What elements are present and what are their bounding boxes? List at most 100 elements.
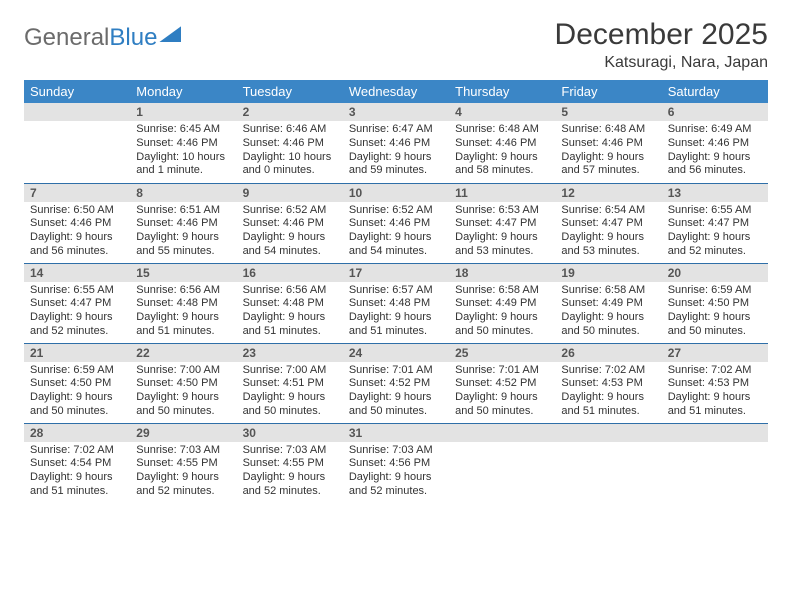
cell-body: Sunrise: 7:03 AMSunset: 4:56 PMDaylight:… xyxy=(343,442,449,503)
cell-body: Sunrise: 6:59 AMSunset: 4:50 PMDaylight:… xyxy=(662,282,768,343)
daylight-text: Daylight: 9 hours and 51 minutes. xyxy=(243,311,337,339)
calendar-cell: 9Sunrise: 6:52 AMSunset: 4:46 PMDaylight… xyxy=(237,183,343,263)
calendar-cell xyxy=(24,103,130,183)
sunset-text: Sunset: 4:49 PM xyxy=(455,297,549,311)
cell-body: Sunrise: 6:48 AMSunset: 4:46 PMDaylight:… xyxy=(449,121,555,182)
daylight-text: Daylight: 10 hours and 1 minute. xyxy=(136,151,230,179)
sunrise-text: Sunrise: 7:01 AM xyxy=(349,364,443,378)
logo-triangle-icon xyxy=(159,26,181,42)
sunrise-text: Sunrise: 6:55 AM xyxy=(30,284,124,298)
daylight-text: Daylight: 9 hours and 57 minutes. xyxy=(561,151,655,179)
cell-body: Sunrise: 6:55 AMSunset: 4:47 PMDaylight:… xyxy=(662,202,768,263)
day-number: 3 xyxy=(343,103,449,121)
day-number: 15 xyxy=(130,264,236,282)
calendar-week-row: 7Sunrise: 6:50 AMSunset: 4:46 PMDaylight… xyxy=(24,183,768,263)
cell-body: Sunrise: 6:52 AMSunset: 4:46 PMDaylight:… xyxy=(343,202,449,263)
day-number: 24 xyxy=(343,344,449,362)
sunset-text: Sunset: 4:55 PM xyxy=(136,457,230,471)
day-number: 13 xyxy=(662,184,768,202)
calendar-cell: 27Sunrise: 7:02 AMSunset: 4:53 PMDayligh… xyxy=(662,343,768,423)
sunset-text: Sunset: 4:48 PM xyxy=(136,297,230,311)
calendar-week-row: 21Sunrise: 6:59 AMSunset: 4:50 PMDayligh… xyxy=(24,343,768,423)
sunrise-text: Sunrise: 7:01 AM xyxy=(455,364,549,378)
sunset-text: Sunset: 4:46 PM xyxy=(561,137,655,151)
cell-body: Sunrise: 6:56 AMSunset: 4:48 PMDaylight:… xyxy=(237,282,343,343)
sunrise-text: Sunrise: 7:00 AM xyxy=(136,364,230,378)
daylight-text: Daylight: 9 hours and 50 minutes. xyxy=(349,391,443,419)
calendar-cell: 30Sunrise: 7:03 AMSunset: 4:55 PMDayligh… xyxy=(237,423,343,503)
calendar-cell: 5 Sunrise: 6:48 AMSunset: 4:46 PMDaylight… xyxy=(555,103,661,183)
day-number: 18 xyxy=(449,264,555,282)
logo-text-gray: General xyxy=(24,24,109,52)
sunset-text: Sunset: 4:46 PM xyxy=(136,137,230,151)
daylight-text: Daylight: 9 hours and 50 minutes. xyxy=(561,311,655,339)
calendar-cell: 7Sunrise: 6:50 AMSunset: 4:46 PMDaylight… xyxy=(24,183,130,263)
sunset-text: Sunset: 4:46 PM xyxy=(136,217,230,231)
day-number: 4 xyxy=(449,103,555,121)
cell-body: Sunrise: 6:53 AMSunset: 4:47 PMDaylight:… xyxy=(449,202,555,263)
day-number xyxy=(662,424,768,442)
daylight-text: Daylight: 9 hours and 53 minutes. xyxy=(455,231,549,259)
sunrise-text: Sunrise: 7:02 AM xyxy=(30,444,124,458)
daylight-text: Daylight: 9 hours and 52 minutes. xyxy=(136,471,230,499)
day-number: 16 xyxy=(237,264,343,282)
calendar-head: Sunday Monday Tuesday Wednesday Thursday… xyxy=(24,80,768,103)
day-header: Thursday xyxy=(449,80,555,103)
day-number: 22 xyxy=(130,344,236,362)
cell-body: Sunrise: 6:57 AMSunset: 4:48 PMDaylight:… xyxy=(343,282,449,343)
day-number: 19 xyxy=(555,264,661,282)
sunrise-text: Sunrise: 6:58 AM xyxy=(455,284,549,298)
calendar-week-row: 28Sunrise: 7:02 AMSunset: 4:54 PMDayligh… xyxy=(24,423,768,503)
day-number: 7 xyxy=(24,184,130,202)
daylight-text: Daylight: 9 hours and 51 minutes. xyxy=(668,391,762,419)
sunset-text: Sunset: 4:52 PM xyxy=(455,377,549,391)
calendar-cell: 14Sunrise: 6:55 AMSunset: 4:47 PMDayligh… xyxy=(24,263,130,343)
day-header: Friday xyxy=(555,80,661,103)
sunrise-text: Sunrise: 6:46 AM xyxy=(243,123,337,137)
sunrise-text: Sunrise: 7:03 AM xyxy=(349,444,443,458)
cell-body: Sunrise: 7:02 AMSunset: 4:53 PMDaylight:… xyxy=(662,362,768,423)
sunset-text: Sunset: 4:46 PM xyxy=(668,137,762,151)
calendar-cell: 23Sunrise: 7:00 AMSunset: 4:51 PMDayligh… xyxy=(237,343,343,423)
calendar-cell: 3Sunrise: 6:47 AMSunset: 4:46 PMDaylight… xyxy=(343,103,449,183)
sunrise-text: Sunrise: 6:55 AM xyxy=(668,204,762,218)
sunrise-text: Sunrise: 6:54 AM xyxy=(561,204,655,218)
day-header: Tuesday xyxy=(237,80,343,103)
cell-body: Sunrise: 7:03 AMSunset: 4:55 PMDaylight:… xyxy=(237,442,343,503)
sunset-text: Sunset: 4:47 PM xyxy=(30,297,124,311)
calendar-page: GeneralBlue December 2025 Katsuragi, Nar… xyxy=(0,0,792,521)
sunrise-text: Sunrise: 6:59 AM xyxy=(668,284,762,298)
calendar-cell: 31Sunrise: 7:03 AMSunset: 4:56 PMDayligh… xyxy=(343,423,449,503)
daylight-text: Daylight: 9 hours and 52 minutes. xyxy=(30,311,124,339)
day-header: Wednesday xyxy=(343,80,449,103)
cell-body: Sunrise: 6:52 AMSunset: 4:46 PMDaylight:… xyxy=(237,202,343,263)
calendar-cell: 26Sunrise: 7:02 AMSunset: 4:53 PMDayligh… xyxy=(555,343,661,423)
sunrise-text: Sunrise: 7:03 AM xyxy=(136,444,230,458)
calendar-cell: 11Sunrise: 6:53 AMSunset: 4:47 PMDayligh… xyxy=(449,183,555,263)
daylight-text: Daylight: 9 hours and 50 minutes. xyxy=(455,311,549,339)
cell-body: Sunrise: 6:56 AMSunset: 4:48 PMDaylight:… xyxy=(130,282,236,343)
cell-body: Sunrise: 7:02 AMSunset: 4:54 PMDaylight:… xyxy=(24,442,130,503)
daylight-text: Daylight: 9 hours and 51 minutes. xyxy=(30,471,124,499)
daylight-text: Daylight: 9 hours and 56 minutes. xyxy=(30,231,124,259)
calendar-cell: 12Sunrise: 6:54 AMSunset: 4:47 PMDayligh… xyxy=(555,183,661,263)
sunrise-text: Sunrise: 7:02 AM xyxy=(668,364,762,378)
cell-body: Sunrise: 6:45 AMSunset: 4:46 PMDaylight:… xyxy=(130,121,236,182)
sunrise-text: Sunrise: 6:48 AM xyxy=(455,123,549,137)
daylight-text: Daylight: 9 hours and 53 minutes. xyxy=(561,231,655,259)
daylight-text: Daylight: 9 hours and 51 minutes. xyxy=(349,311,443,339)
cell-body: Sunrise: 7:00 AMSunset: 4:50 PMDaylight:… xyxy=(130,362,236,423)
day-number: 28 xyxy=(24,424,130,442)
sunset-text: Sunset: 4:50 PM xyxy=(668,297,762,311)
day-number: 5 xyxy=(555,103,661,121)
calendar-cell: 25Sunrise: 7:01 AMSunset: 4:52 PMDayligh… xyxy=(449,343,555,423)
sunset-text: Sunset: 4:46 PM xyxy=(30,217,124,231)
sunset-text: Sunset: 4:54 PM xyxy=(30,457,124,471)
sunset-text: Sunset: 4:50 PM xyxy=(136,377,230,391)
calendar-cell: 28Sunrise: 7:02 AMSunset: 4:54 PMDayligh… xyxy=(24,423,130,503)
day-header: Sunday xyxy=(24,80,130,103)
day-number: 23 xyxy=(237,344,343,362)
daylight-text: Daylight: 9 hours and 50 minutes. xyxy=(668,311,762,339)
sunrise-text: Sunrise: 6:48 AM xyxy=(561,123,655,137)
sunrise-text: Sunrise: 6:56 AM xyxy=(136,284,230,298)
